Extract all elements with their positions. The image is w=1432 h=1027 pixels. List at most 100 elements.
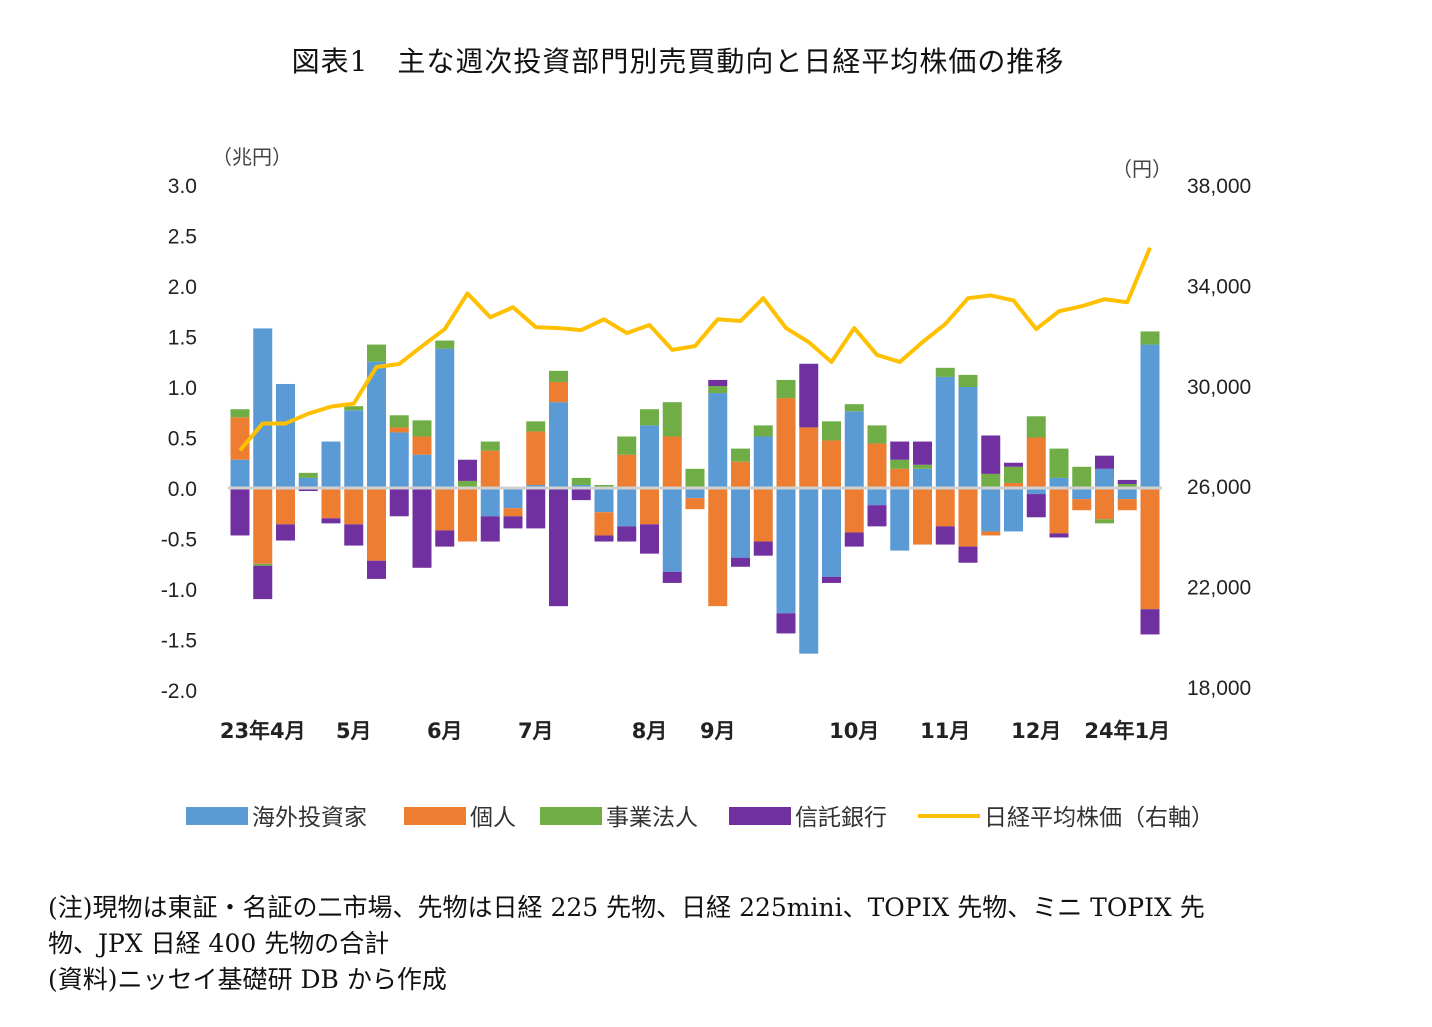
left-axis-unit: （兆円） [212, 145, 292, 169]
bar-segment-4 [981, 435, 1001, 474]
bar-segment-2 [526, 431, 546, 485]
bar-segment-4 [389, 488, 409, 517]
bar-segment-2 [503, 508, 523, 517]
bar-segment-2 [776, 398, 796, 488]
bar-segment-1 [1026, 488, 1046, 495]
x-tick-label: 9月 [700, 719, 736, 743]
bar-segment-2 [276, 488, 295, 525]
bar-segment-4 [1004, 462, 1023, 467]
bar-segment-1 [276, 383, 295, 488]
bar-segment-3 [298, 472, 318, 478]
bar-segment-1 [913, 468, 932, 488]
legend: 海外投資家 個人 事業法人 信託銀行 日経平均株価（右軸） [186, 805, 1214, 831]
left-axis: 3.0 2.5 2.0 1.5 1.0 0.5 0.0 -0.5 -1.0 -1.5 -2.0 [161, 175, 197, 703]
bar-segment-3 [822, 421, 841, 441]
x-axis: 23年4月 5月 6月 7月 8月 9月 10月 11月 12月 24年1月 [220, 719, 1170, 743]
bar-segment-3 [708, 385, 728, 394]
bar-segment-3 [1026, 416, 1046, 438]
bar-segment-2 [344, 488, 364, 525]
bar-segment-2 [549, 381, 568, 403]
bar-segment-4 [549, 488, 568, 607]
bar-segment-1 [321, 441, 341, 488]
bar-segment-2 [1072, 499, 1092, 511]
bar-segment-2 [1049, 488, 1069, 534]
bar-segment-1 [230, 459, 250, 488]
bar-segment-4 [1026, 494, 1046, 518]
bar-segment-4 [412, 488, 432, 568]
bar-segment-4 [913, 441, 932, 465]
bar-segment-4 [1049, 533, 1069, 538]
left-tick-label: -2.0 [161, 680, 197, 703]
bar-segment-4 [731, 557, 750, 567]
bar-segment-1 [526, 484, 546, 488]
bar-segment-4 [253, 565, 273, 600]
bar-segment-4 [435, 530, 455, 547]
bar-segment-4 [640, 524, 659, 554]
bar-segment-1 [344, 410, 364, 488]
bar-segment-2 [867, 443, 887, 488]
bar-segment-3 [685, 468, 705, 488]
bar-segment-1 [662, 488, 682, 572]
bar-segment-3 [367, 344, 386, 362]
bar-segment-4 [526, 488, 546, 529]
bar-segment-3 [913, 464, 932, 469]
note-line-2: 物、JPX 日経 400 先物の合計 [48, 929, 390, 958]
x-tick-label: 10月 [829, 719, 879, 743]
x-tick-label: 11月 [920, 719, 970, 743]
bar-segment-1 [867, 488, 887, 506]
right-axis: 38,000 34,000 30,000 26,000 22,000 18,000 [1187, 175, 1251, 700]
bar-segment-1 [685, 488, 705, 499]
bar-segment-3 [526, 421, 546, 432]
bar-segment-4 [935, 526, 955, 545]
bar-segment-3 [571, 477, 591, 485]
bar-segment-4 [344, 524, 364, 546]
bar-segment-2 [1095, 488, 1114, 520]
bar-segment-2 [321, 488, 341, 519]
bar-segment-3 [890, 459, 910, 469]
bar-segment-1 [1117, 488, 1137, 500]
legend-label: 信託銀行 [795, 805, 887, 831]
bar-segment-3 [480, 441, 500, 451]
left-tick-label: 0.5 [168, 428, 197, 451]
bar-segment-4 [1117, 479, 1137, 484]
bar-segment-4 [844, 532, 864, 547]
bar-segment-4 [230, 488, 250, 536]
left-tick-label: -0.5 [161, 529, 197, 552]
bar-segment-1 [844, 411, 864, 488]
bar-segment-2 [981, 531, 1001, 536]
bar-segment-1 [981, 488, 1001, 532]
bar-segment-1 [503, 488, 523, 509]
bar-segment-4 [958, 546, 978, 563]
bar-segment-2 [890, 468, 910, 488]
bar-segment-1 [958, 387, 978, 488]
right-tick-label: 26,000 [1187, 476, 1251, 499]
bar-segment-2 [708, 488, 728, 607]
bar-segment-2 [594, 512, 614, 536]
bar-segment-2 [913, 488, 932, 545]
chart-title: 図表1 主な週次投資部門別売買動向と日経平均株価の推移 [291, 45, 1065, 78]
bar-segment-1 [253, 328, 273, 488]
bar-segment-3 [458, 480, 477, 488]
bar-segment-1 [480, 488, 500, 517]
bar-segment-2 [412, 436, 432, 455]
bar-segment-2 [935, 488, 955, 527]
bar-segment-1 [617, 488, 637, 527]
bar-segment-4 [571, 488, 591, 501]
bar-segment-4 [480, 516, 500, 542]
right-tick-label: 22,000 [1187, 577, 1251, 600]
bar-segment-3 [1049, 448, 1069, 478]
bar-segment-4 [594, 535, 614, 542]
bar-segment-1 [1049, 477, 1069, 488]
bar-segment-1 [776, 488, 796, 614]
bar-segment-3 [1117, 483, 1137, 488]
bar-segment-1 [640, 425, 659, 488]
bar-segment-3 [1095, 519, 1114, 524]
bar-segment-4 [708, 379, 728, 386]
bar-segment-4 [321, 518, 341, 524]
bar-segment-3 [844, 404, 864, 412]
bar-segment-2 [1140, 488, 1160, 610]
bar-segment-2 [389, 427, 409, 433]
bar-segment-4 [276, 524, 295, 541]
bar-segment-4 [662, 571, 682, 583]
